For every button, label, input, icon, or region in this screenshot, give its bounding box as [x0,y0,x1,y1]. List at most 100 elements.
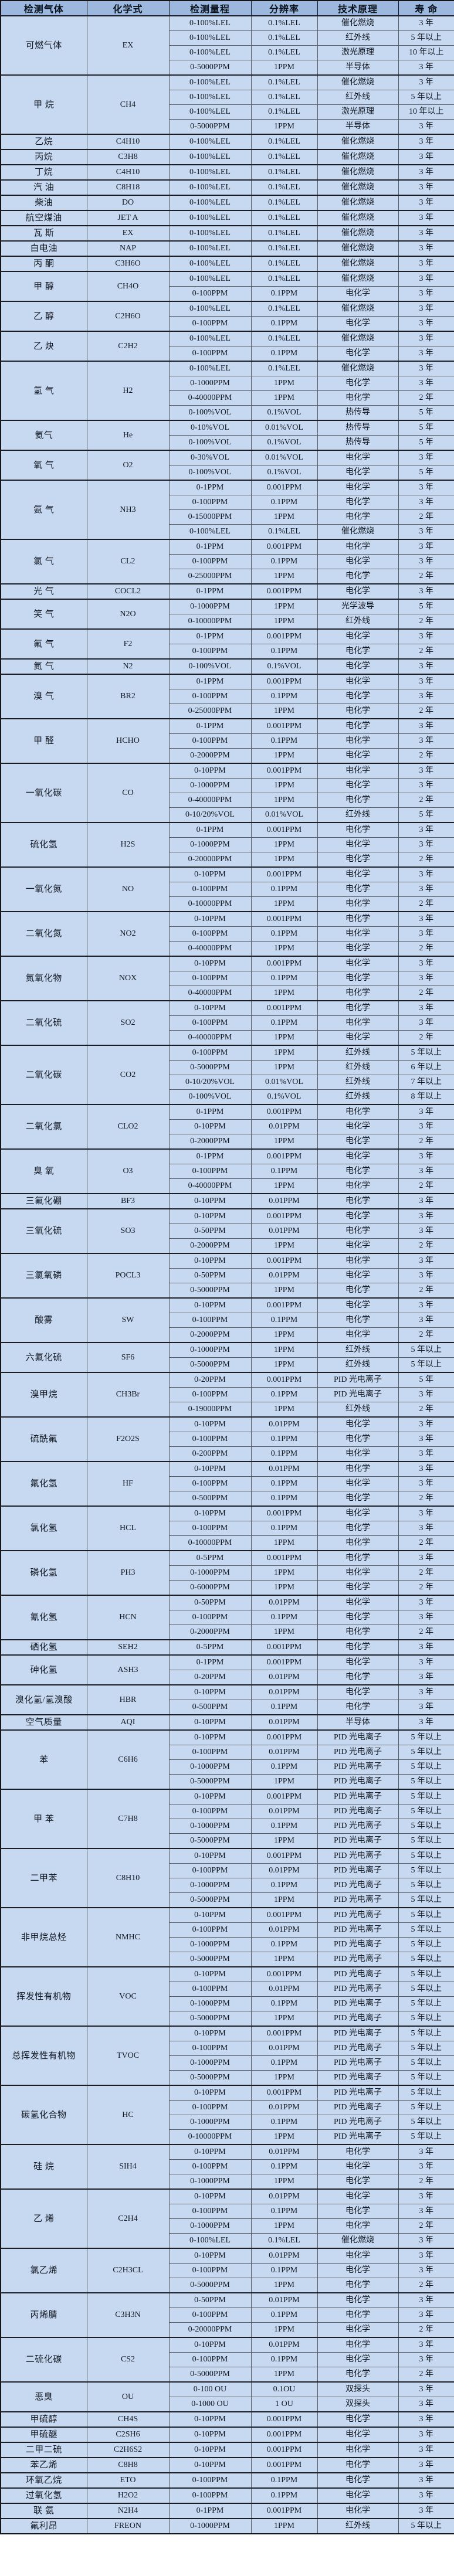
resolution-cell: 0.1PPM [250,1313,318,1328]
resolution-cell: 0.01PPM [250,2292,318,2308]
lifespan-cell: 3 年 [398,956,454,971]
table-row: 0-100PPM 0.01PPM PID 光电离子 5 年以上 [1,1922,454,1938]
table-row: 0-5000PPM 1PPM 电化学 2 年 [1,2367,454,2383]
range-cell: 0-10000PPM [168,896,252,912]
resolution-cell: 0.001PPM [250,1639,318,1656]
gas-name-cell: 硫化氢 [0,822,87,868]
principle-cell: 电化学 [317,1208,399,1224]
formula-cell: O3 [86,1148,170,1194]
lifespan-cell: 5 年以上 [398,2085,454,2101]
lifespan-cell: 5 年以上 [398,1833,454,1849]
formula-cell: NAP [86,240,170,257]
formula-cell: CO [86,763,170,823]
principle-cell: 电化学 [317,539,399,555]
principle-cell: 催化燃烧 [317,74,399,90]
gas-name-cell: 三氧化硫 [0,1208,87,1254]
range-cell: 0-10PPM [168,763,252,779]
lifespan-cell: 2 年 [398,569,454,584]
principle-cell: 电化学 [317,1238,399,1254]
lifespan-cell: 3 年 [398,1000,454,1016]
table-row: 0-5000PPM 1PPM PID 光电离子 5 年以上 [1,1833,454,1849]
resolution-cell: 0.1%LEL [250,30,318,46]
principle-cell: 电化学 [317,2159,399,2174]
table-row: 丙烯腈 C3H3N 0-50PPM 0.01PPM 电化学 3 年 [0,2292,454,2338]
principle-cell: 电化学 [317,985,399,1001]
table-row: 总挥发性有机物 TVOC 0-10PPM 0.001PPM PID 光电离子 5 年以上 [0,2026,454,2086]
resolution-cell: 0.1%LEL [250,256,318,272]
gas-name-cell: 氟化氢 [0,1461,87,1507]
principle-cell: 电化学 [317,1327,399,1343]
resolution-cell: 1 OU [250,2397,318,2412]
principle-cell: 电化学 [317,480,399,495]
principle-cell: 催化燃烧 [317,164,399,181]
range-cell: 0-5000PPM [168,119,252,135]
principle-cell: 红外线 [317,1060,399,1075]
range-cell: 0-5000PPM [168,1357,252,1373]
range-cell: 0-10PPM [168,866,252,882]
principle-cell: 电化学 [317,1506,399,1521]
principle-cell: 电化学 [317,1461,399,1477]
table-row: 甲 烷 CH4 0-100%LEL 0.1%LEL 催化燃烧 3 年 [0,74,454,135]
lifespan-cell: 3 年 [398,1268,454,1283]
principle-cell: 电化学 [317,2352,399,2367]
range-cell: 0-10PPM [168,2457,252,2473]
lifespan-cell: 3 年 [398,1164,454,1179]
principle-cell: 电化学 [317,1654,399,1670]
lifespan-cell: 3 年 [398,2263,454,2278]
resolution-cell: 0.001PPM [250,2085,318,2101]
range-cell: 0-100%VOL [168,465,252,481]
range-cell: 0-100PPM [168,316,252,332]
table-row: 苯 C6H6 0-10PPM 0.001PPM PID 光电离子 5 年以上 [0,1729,454,1790]
lifespan-cell: 6 年以上 [398,1060,454,1075]
resolution-cell: 0.1%LEL [250,271,318,287]
table-row: 0-10000PPM 1PPM PID 光电离子 5 年以上 [1,2129,454,2145]
resolution-cell: 0.1PPM [250,971,318,986]
range-cell: 0-10PPM [168,1193,252,1209]
principle-cell: 电化学 [317,1268,399,1283]
principle-cell: PID 光电离子 [317,2085,399,2101]
resolution-cell: 1PPM [250,2322,318,2338]
table-row: 0-100PPM 0.01PPM PID 光电离子 5 年以上 [1,1863,454,1878]
table-row: 0-100PPM 0.1PPM 电化学 3 年 [1,882,454,897]
resolution-cell: 0.001PPM [250,1104,318,1120]
formula-cell: SIH4 [86,2144,170,2190]
formula-cell: NOX [86,956,170,1001]
resolution-cell: 0.1%LEL [250,361,318,376]
range-cell: 0-10000PPM [168,1535,252,1551]
table-row: 丁烷 C4H10 0-100%LEL 0.1%LEL 催化燃烧 3 年 [0,164,454,181]
principle-cell: 电化学 [317,1670,399,1685]
range-cell: 0-50PPM [168,1268,252,1283]
resolution-cell: 0.001PPM [250,539,318,555]
principle-cell: 电化学 [317,896,399,912]
formula-cell: C4H10 [86,164,170,181]
lifespan-cell: 3 年 [398,495,454,510]
range-cell: 0-50PPM [168,1595,252,1610]
principle-cell: PID 光电离子 [317,2011,399,2027]
lifespan-cell: 2 年 [398,941,454,957]
principle-cell: 红外线 [317,1357,399,1373]
resolution-cell: 1PPM [250,614,318,630]
lifespan-cell: 5 年以上 [398,1745,454,1760]
range-cell: 0-100%LEL [168,2233,252,2249]
principle-cell: 电化学 [317,1193,399,1209]
resolution-cell: 0.01PPM [250,1193,318,1209]
table-row: 氯乙烯 C2H3CL 0-10PPM 0.01PPM 电化学 3 年 [0,2248,454,2293]
lifespan-cell: 3 年 [398,2427,454,2443]
principle-cell: PID 光电离子 [317,1759,399,1775]
range-cell: 0-100%LEL [168,361,252,376]
lifespan-cell: 3 年 [398,316,454,332]
lifespan-cell: 5 年 [398,807,454,823]
table-row: 硫化氢 H2S 0-1PPM 0.001PPM 电化学 3 年 [0,822,454,868]
lifespan-cell: 5 年以上 [398,1357,454,1373]
range-cell: 0-100%LEL [168,15,252,31]
range-cell: 0-1PPM [168,583,252,600]
lifespan-cell: 3 年 [398,1432,454,1447]
resolution-cell: 0.1PPM [250,1432,318,1447]
range-cell: 0-1000PPM [168,2055,252,2071]
table-row: 0-100%VOL 0.1%VOL 热传导 5 年 [1,405,454,421]
table-row: 0-15000PPM 1PPM 电化学 2 年 [1,509,454,525]
range-cell: 0-10PPM [168,1684,252,1700]
gas-name-cell: 恶臭 [0,2381,87,2412]
principle-cell: 电化学 [317,465,399,481]
table-row: 0-100PPM 0.1PPM 电化学 3 年 [1,1432,454,1447]
